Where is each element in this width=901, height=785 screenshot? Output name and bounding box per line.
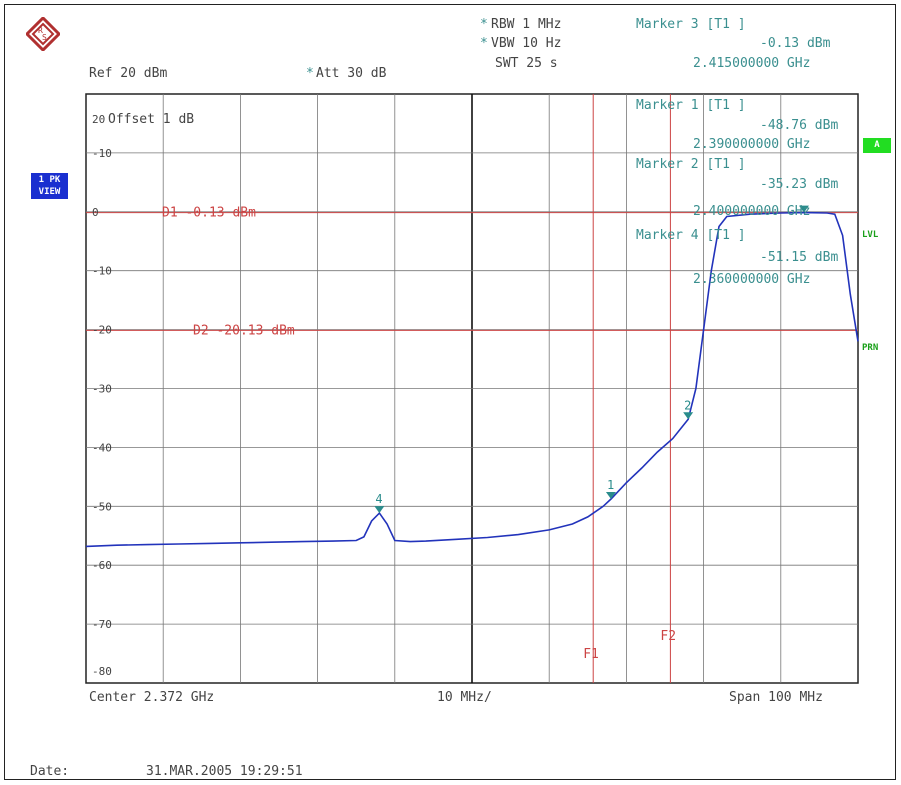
marker4-title: Marker 4 [T1 ] <box>636 228 746 243</box>
y-tick-label: -10 <box>92 265 112 278</box>
trace-detector-label: 1 PK <box>38 175 61 185</box>
date-label: Date: <box>30 764 70 779</box>
marker-3-symbol <box>798 205 809 213</box>
y-tick-label: 20 <box>92 113 105 126</box>
rohde-schwarz-logo-icon: R S <box>26 17 60 51</box>
marker-4-label: 4 <box>375 492 382 506</box>
marker-1-label: 1 <box>607 478 614 492</box>
marker2-level: -35.23 dBm <box>760 177 839 192</box>
trace-markers: 1 2 4 <box>374 205 809 514</box>
rbw-star: * <box>480 17 488 32</box>
marker1-title: Marker 1 [T1 ] <box>636 98 746 113</box>
preamp-indicator: PRN <box>862 343 879 353</box>
y-tick-label: -70 <box>92 618 112 631</box>
att-star: * <box>306 66 314 81</box>
trace-a-indicator: A <box>863 138 891 153</box>
attenuation: Att 30 dB <box>316 66 387 81</box>
svg-text:S: S <box>42 33 47 42</box>
y-tick-label: -80 <box>92 665 112 678</box>
display-line-label: D2 -20.13 dBm <box>193 323 295 338</box>
marker3-frequency: 2.415000000 GHz <box>693 56 811 71</box>
marker-4-symbol <box>374 506 385 514</box>
y-tick-labels: 20 -10 0 -10 -20 -30 -40 -50 -60 -70 -80 <box>92 113 112 678</box>
rbw-setting: RBW 1 MHz <box>491 17 562 32</box>
marker3-level: -0.13 dBm <box>760 36 831 51</box>
frequency-span: Span 100 MHz <box>729 690 823 705</box>
sweep-time: SWT 25 s <box>495 56 558 71</box>
date-value: 31.MAR.2005 19:29:51 <box>146 764 303 779</box>
marker4-level: -51.15 dBm <box>760 250 839 265</box>
frequency-per-division: 10 MHz/ <box>437 690 492 705</box>
analyzer-printout <box>4 4 896 780</box>
reference-level: Ref 20 dBm <box>89 66 168 81</box>
y-tick-label: -60 <box>92 559 112 572</box>
svg-text:R: R <box>38 26 43 35</box>
offset-label: Offset 1 dB <box>108 112 194 127</box>
marker3-title: Marker 3 [T1 ] <box>636 17 746 32</box>
trace-mode-tag: 1 PK VIEW <box>31 173 68 199</box>
plot-grid <box>85 93 859 684</box>
frequency-lines: F1 F2 <box>583 94 676 683</box>
center-frequency: Center 2.372 GHz <box>89 690 215 705</box>
spectrum-trace <box>85 211 859 548</box>
display-line-label: D1 -0.13 dBm <box>162 206 256 221</box>
y-tick-label: -20 <box>92 324 112 337</box>
y-tick-label: -30 <box>92 383 112 396</box>
trace-view-label: VIEW <box>38 187 61 197</box>
marker-1-symbol <box>605 491 616 499</box>
y-tick-label: -50 <box>92 500 112 513</box>
display-lines: D1 -0.13 dBm D2 -20.13 dBm <box>86 206 858 338</box>
vbw-star: * <box>480 36 488 51</box>
marker2-title: Marker 2 [T1 ] <box>636 157 746 172</box>
y-tick-label: -40 <box>92 441 112 454</box>
y-tick-label: 0 <box>92 206 99 219</box>
frequency-line-label: F2 <box>660 629 676 644</box>
marker-2-label: 2 <box>684 398 691 412</box>
y-tick-label: -10 <box>92 147 112 160</box>
marker1-frequency: 2.390000000 GHz <box>693 137 811 152</box>
marker1-level: -48.76 dBm <box>760 118 839 133</box>
marker2-frequency: 2.400000000 GHz <box>693 204 811 219</box>
level-indicator: LVL <box>862 230 879 240</box>
frequency-line-label: F1 <box>583 647 599 662</box>
marker-2-symbol <box>683 412 694 420</box>
vbw-setting: VBW 10 Hz <box>491 36 562 51</box>
marker4-frequency: 2.360000000 GHz <box>693 272 811 287</box>
